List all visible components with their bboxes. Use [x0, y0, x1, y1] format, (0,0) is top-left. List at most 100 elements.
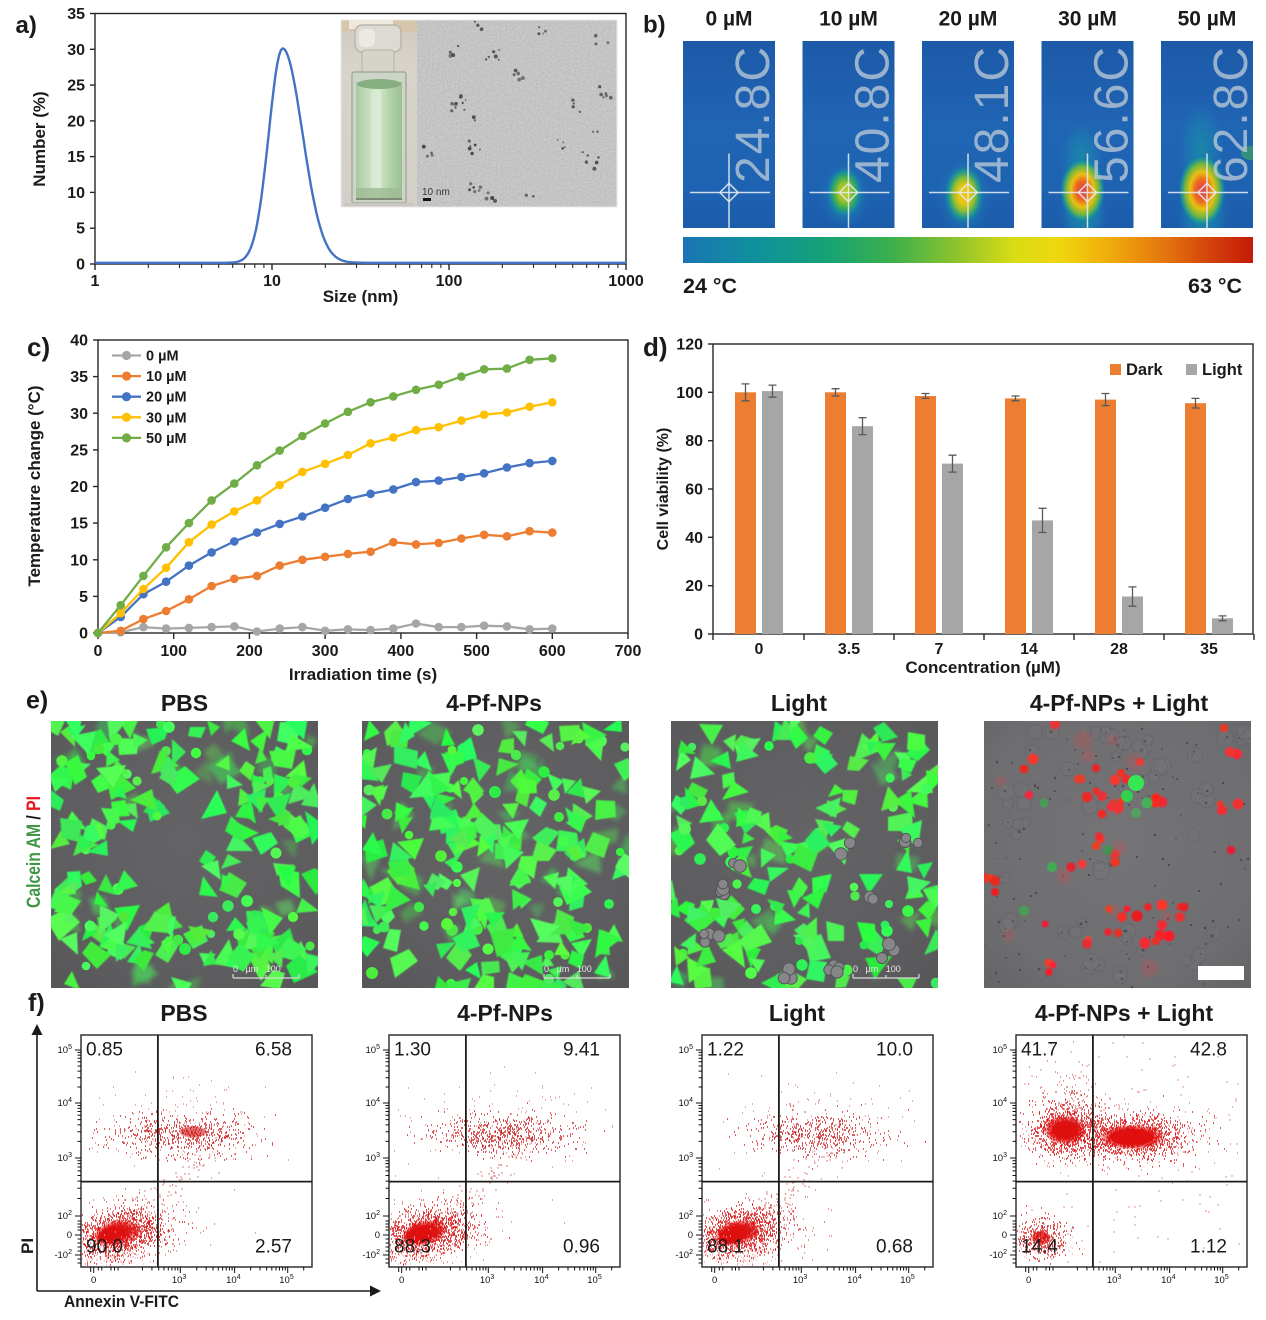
- svg-text:24.8C: 24.8C: [727, 45, 780, 183]
- svg-text:30: 30: [70, 406, 88, 423]
- svg-text:-102: -102: [54, 1249, 72, 1261]
- svg-text:6.58: 6.58: [255, 1040, 292, 1061]
- svg-text:10.0: 10.0: [876, 1040, 913, 1061]
- svg-text:30 µM: 30 µM: [1058, 8, 1117, 31]
- svg-text:28: 28: [1110, 641, 1128, 658]
- svg-text:-102: -102: [362, 1249, 380, 1261]
- svg-text:b): b): [643, 12, 666, 39]
- svg-text:103: 103: [172, 1274, 187, 1286]
- svg-text:0.96: 0.96: [563, 1237, 600, 1258]
- svg-text:105: 105: [679, 1044, 694, 1056]
- svg-text:0: 0: [375, 1230, 380, 1241]
- svg-text:88.3: 88.3: [394, 1237, 431, 1258]
- svg-text:14.4: 14.4: [1021, 1237, 1058, 1258]
- svg-text:Annexin V-FITC: Annexin V-FITC: [64, 1293, 179, 1311]
- svg-text:3.5: 3.5: [838, 641, 860, 658]
- svg-text:10 µM: 10 µM: [819, 8, 878, 31]
- svg-text:100: 100: [160, 643, 187, 660]
- svg-text:102: 102: [679, 1210, 694, 1222]
- svg-text:10: 10: [263, 273, 281, 290]
- svg-text:20 µM: 20 µM: [939, 8, 998, 31]
- svg-text:600: 600: [539, 643, 566, 660]
- svg-text:10 µM: 10 µM: [146, 369, 187, 385]
- svg-text:56.6C: 56.6C: [1086, 45, 1139, 183]
- svg-text:0: 0: [712, 1275, 717, 1286]
- svg-text:9.41: 9.41: [563, 1040, 600, 1061]
- svg-text:30 µM: 30 µM: [146, 410, 187, 426]
- svg-text:105: 105: [900, 1274, 915, 1286]
- svg-text:10: 10: [67, 185, 85, 202]
- svg-text:10 nm: 10 nm: [422, 187, 450, 198]
- svg-text:20: 20: [70, 479, 88, 496]
- svg-text:Light: Light: [771, 690, 828, 716]
- svg-text:Light: Light: [769, 1000, 826, 1026]
- svg-text:300: 300: [312, 643, 339, 660]
- svg-text:d): d): [643, 332, 668, 362]
- svg-text:1.12: 1.12: [1190, 1237, 1227, 1258]
- svg-text:-102: -102: [675, 1249, 693, 1261]
- svg-text:Size (nm): Size (nm): [323, 287, 399, 306]
- svg-text:100: 100: [676, 385, 703, 402]
- svg-text:PBS: PBS: [161, 690, 208, 716]
- svg-text:105: 105: [279, 1274, 294, 1286]
- svg-text:0: 0: [1002, 1230, 1007, 1241]
- svg-text:0: 0: [694, 627, 703, 644]
- svg-text:Number (%): Number (%): [30, 91, 49, 186]
- svg-text:PI: PI: [18, 1238, 37, 1254]
- svg-text:80: 80: [685, 433, 703, 450]
- svg-text:700: 700: [615, 643, 642, 660]
- svg-text:35: 35: [67, 6, 85, 23]
- svg-text:104: 104: [366, 1097, 381, 1109]
- svg-text:103: 103: [480, 1274, 495, 1286]
- svg-text:35: 35: [1200, 641, 1218, 658]
- svg-text:200: 200: [236, 643, 263, 660]
- svg-text:1000: 1000: [608, 273, 644, 290]
- svg-text:104: 104: [534, 1274, 549, 1286]
- svg-text:400: 400: [388, 643, 415, 660]
- svg-text:25: 25: [67, 78, 85, 95]
- svg-text:Dark: Dark: [1126, 361, 1164, 379]
- svg-text:105: 105: [58, 1044, 73, 1056]
- svg-text:102: 102: [366, 1210, 381, 1222]
- svg-text:102: 102: [993, 1210, 1008, 1222]
- svg-text:103: 103: [58, 1152, 73, 1164]
- svg-text:PBS: PBS: [160, 1000, 207, 1026]
- svg-text:a): a): [16, 12, 37, 39]
- svg-text:Light: Light: [1202, 361, 1243, 379]
- svg-text:0: 0: [755, 641, 764, 658]
- svg-text:4-Pf-NPs: 4-Pf-NPs: [446, 690, 542, 716]
- svg-text:2.57: 2.57: [255, 1237, 292, 1258]
- svg-text:14: 14: [1020, 641, 1038, 658]
- svg-text:5: 5: [79, 589, 88, 606]
- svg-text:104: 104: [1161, 1274, 1176, 1286]
- svg-text:105: 105: [587, 1274, 602, 1286]
- svg-text:4-Pf-NPs: 4-Pf-NPs: [457, 1000, 553, 1026]
- svg-text:40: 40: [70, 333, 88, 350]
- svg-text:0: 0: [67, 1230, 72, 1241]
- svg-text:102: 102: [58, 1210, 73, 1222]
- svg-text:90.0: 90.0: [86, 1237, 123, 1258]
- svg-text:48.1C: 48.1C: [966, 45, 1019, 183]
- svg-text:0: 0: [91, 1275, 96, 1286]
- svg-text:0: 0: [1026, 1275, 1031, 1286]
- svg-text:0 µM: 0 µM: [146, 349, 179, 365]
- svg-text:1: 1: [91, 273, 100, 290]
- svg-text:0: 0: [688, 1230, 693, 1241]
- svg-text:35: 35: [70, 369, 88, 386]
- svg-text:0.68: 0.68: [876, 1237, 913, 1258]
- svg-text:f): f): [28, 989, 45, 1017]
- svg-text:40.8C: 40.8C: [847, 45, 900, 183]
- svg-text:0: 0: [76, 257, 85, 274]
- svg-text:0: 0: [399, 1275, 404, 1286]
- svg-text:0 µm 100: 0 µm 100: [853, 964, 901, 974]
- svg-text:104: 104: [58, 1097, 73, 1109]
- svg-text:103: 103: [993, 1152, 1008, 1164]
- svg-text:63 °C: 63 °C: [1188, 274, 1242, 298]
- svg-text:103: 103: [366, 1152, 381, 1164]
- svg-text:Concentration (µM): Concentration (µM): [905, 658, 1060, 677]
- svg-text:0.85: 0.85: [86, 1040, 123, 1061]
- svg-text:50 µM: 50 µM: [146, 431, 187, 447]
- svg-text:4-Pf-NPs + Light: 4-Pf-NPs + Light: [1030, 690, 1209, 716]
- svg-text:100: 100: [436, 273, 463, 290]
- svg-text:4-Pf-NPs + Light: 4-Pf-NPs + Light: [1035, 1000, 1214, 1026]
